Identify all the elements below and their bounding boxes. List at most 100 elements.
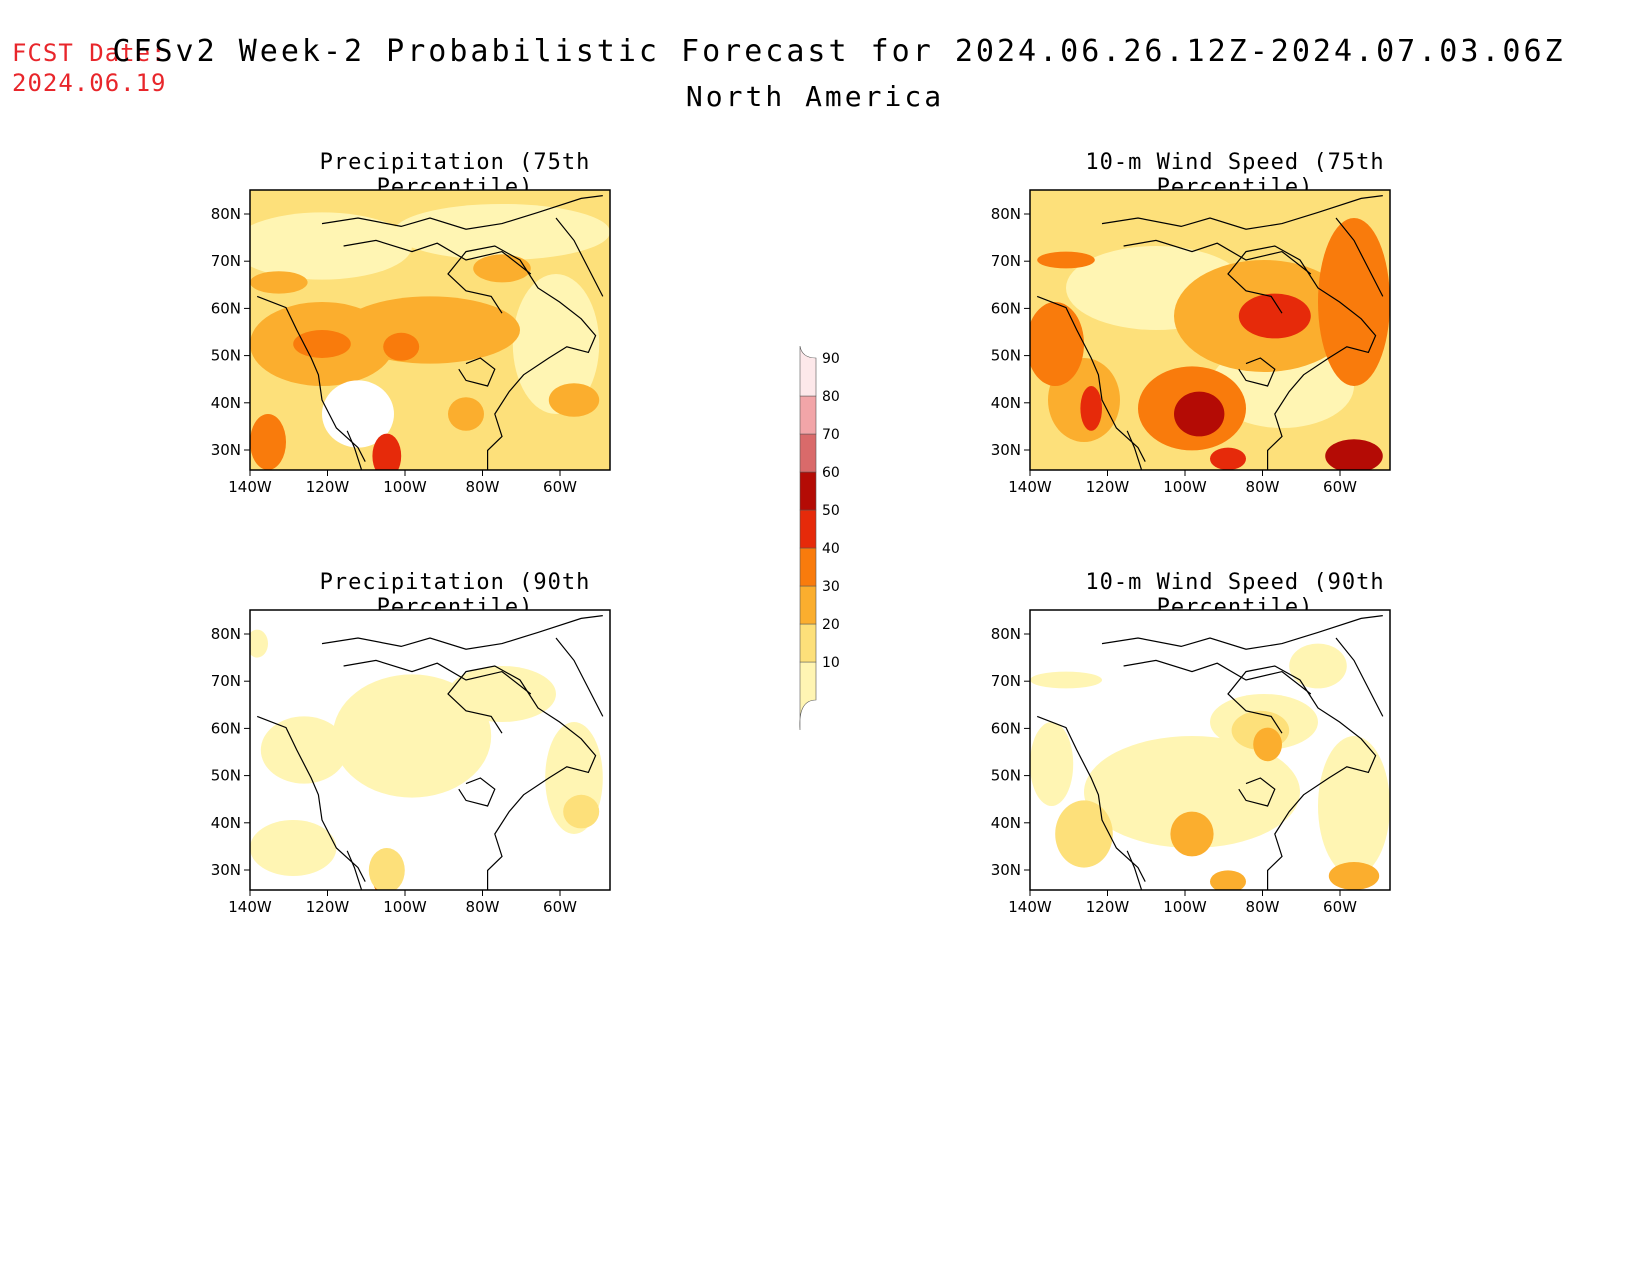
lat-tick-label: 40N xyxy=(211,394,241,412)
colorbar-label: 50 xyxy=(822,503,840,519)
map-precip-90: 80N 70N 60N 50N 40N 30N 140W 120W 100W 80W 60W xyxy=(211,609,611,916)
colorbar-label: 10 xyxy=(822,655,840,671)
lat-tick-label: 40N xyxy=(991,394,1021,412)
probability-contour xyxy=(1174,391,1225,437)
lat-tick-label: 60N xyxy=(991,299,1021,317)
probability-contour xyxy=(340,296,520,364)
lon-tick-label: 60W xyxy=(543,898,577,916)
probability-contour xyxy=(1289,643,1347,689)
lat-tick-label: 70N xyxy=(991,252,1021,270)
panel-title-wind-75: 10-m Wind Speed (75th Percentile) xyxy=(1085,150,1385,200)
lon-tick-label: 100W xyxy=(1163,478,1207,496)
coastline xyxy=(458,357,496,387)
probability-contour xyxy=(1170,811,1214,857)
coastline xyxy=(447,245,597,470)
colorbar-label: 20 xyxy=(822,617,840,633)
colorbar-label: 60 xyxy=(822,465,840,481)
probability-contour xyxy=(1055,800,1113,868)
map-frame xyxy=(1029,609,1391,891)
fcst-label: FCST Date: xyxy=(12,39,167,67)
probability-contour xyxy=(250,820,337,876)
colorbar-label: 30 xyxy=(822,579,840,595)
probability-contour xyxy=(1318,736,1390,876)
probability-contour xyxy=(1238,293,1311,339)
probability-contour xyxy=(563,794,600,829)
coastline xyxy=(256,295,366,462)
lon-tick-label: 100W xyxy=(383,478,427,496)
colorbar-segment xyxy=(799,345,817,397)
colorbar-segment xyxy=(799,547,817,587)
coastline xyxy=(447,665,597,890)
lat-tick-label: 60N xyxy=(211,719,241,737)
coastline xyxy=(458,777,496,807)
coastline xyxy=(1227,245,1377,470)
lat-tick-label: 50N xyxy=(211,767,241,785)
coastline xyxy=(256,715,366,882)
lat-tick-label: 60N xyxy=(991,719,1021,737)
probability-contour xyxy=(332,674,492,798)
probability-contour xyxy=(383,332,420,361)
lon-tick-label: 80W xyxy=(466,478,500,496)
colorbar-segment xyxy=(799,623,817,663)
lat-tick-label: 80N xyxy=(991,205,1021,223)
map-frame xyxy=(249,189,611,471)
lon-tick-label: 80W xyxy=(1246,478,1280,496)
coastline xyxy=(1036,295,1146,462)
lon-tick-label: 100W xyxy=(383,898,427,916)
colorbar-label: 70 xyxy=(822,427,840,443)
probability-contour xyxy=(250,414,286,470)
probability-contour xyxy=(372,433,402,470)
colorbar-label: 40 xyxy=(822,541,840,557)
coastline xyxy=(1126,430,1143,470)
probability-contour xyxy=(1210,447,1246,470)
lat-tick-label: 50N xyxy=(211,347,241,365)
map-wind-75: 80N 70N 60N 50N 40N 30N 140W 120W 100W 80W 60W xyxy=(991,189,1391,496)
probability-contour xyxy=(473,254,531,283)
coastline xyxy=(1335,637,1384,717)
lat-tick-label: 70N xyxy=(211,252,241,270)
map-frame xyxy=(249,609,611,891)
page-title: CFSv2 Week-2 Probabilistic Forecast for … xyxy=(112,34,1566,69)
lat-tick-label: 30N xyxy=(991,861,1021,879)
lat-tick-label: 80N xyxy=(211,205,241,223)
coastline xyxy=(1238,357,1276,387)
lat-tick-label: 30N xyxy=(211,861,241,879)
lat-tick-label: 40N xyxy=(211,814,241,832)
coastline xyxy=(343,659,532,695)
lon-tick-label: 60W xyxy=(1323,898,1357,916)
colorbar-segment xyxy=(799,433,817,473)
coastline xyxy=(321,615,603,650)
colorbar-segment xyxy=(799,661,817,731)
probability-contour xyxy=(1037,251,1095,269)
probability-contour xyxy=(1325,439,1383,470)
lon-tick-label: 140W xyxy=(1008,478,1052,496)
colorbar-segment xyxy=(799,395,817,435)
probability-contour xyxy=(368,848,405,890)
coastline xyxy=(1123,239,1312,275)
probability-contour xyxy=(1318,218,1390,386)
coastline xyxy=(555,637,604,717)
lat-tick-label: 30N xyxy=(991,441,1021,459)
coastline xyxy=(346,430,363,470)
probability-contour xyxy=(250,212,412,280)
lon-tick-label: 60W xyxy=(543,478,577,496)
fcst-date: 2024.06.19 xyxy=(12,69,167,97)
lat-tick-label: 50N xyxy=(991,347,1021,365)
probability-contour xyxy=(260,716,348,784)
coastline xyxy=(346,850,363,890)
lon-tick-label: 60W xyxy=(1323,478,1357,496)
lon-tick-label: 120W xyxy=(306,478,350,496)
lat-tick-label: 80N xyxy=(991,625,1021,643)
lon-tick-label: 140W xyxy=(228,898,272,916)
lon-tick-label: 80W xyxy=(1246,898,1280,916)
colorbar-segment xyxy=(799,585,817,625)
lon-tick-label: 140W xyxy=(228,478,272,496)
lon-tick-label: 120W xyxy=(306,898,350,916)
lon-tick-label: 80W xyxy=(466,898,500,916)
probability-contour xyxy=(250,629,268,658)
coastline xyxy=(555,217,604,297)
colorbar: 10 20 30 40 50 60 70 80 90 xyxy=(799,345,840,731)
probability-contour xyxy=(1210,870,1246,890)
lat-tick-label: 60N xyxy=(211,299,241,317)
coastline xyxy=(1123,659,1312,695)
